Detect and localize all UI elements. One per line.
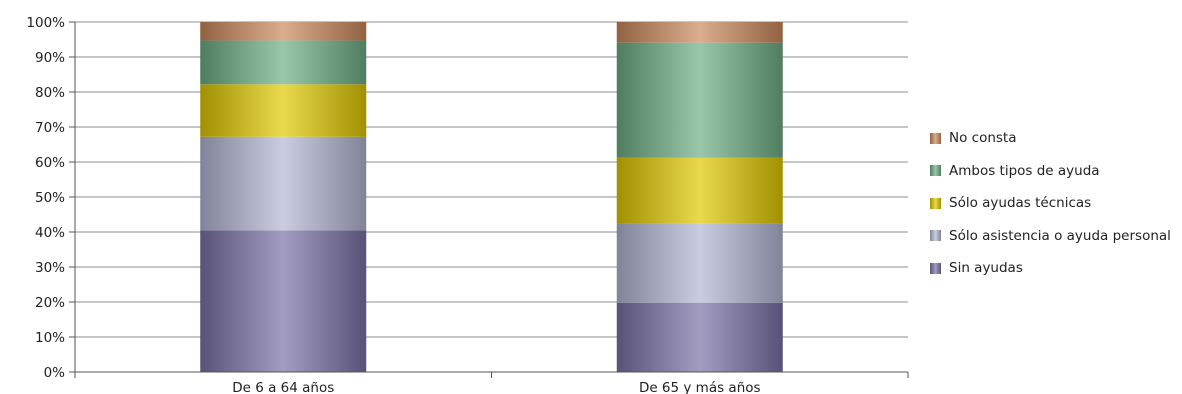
y-tick-label: 70% (35, 120, 65, 136)
bars (200, 22, 783, 372)
legend-swatch (930, 165, 941, 177)
legend-label: Sólo asistencia o ayuda personal (949, 227, 1171, 244)
bar-segment-1-cat-1 (200, 230, 367, 372)
y-tick-label: 50% (35, 190, 65, 206)
bar-segment-5-cat-1 (200, 22, 367, 41)
y-tick-labels: 0% 10% 20% 30% 40% 50% 60% 70% 80% 90% 100% (26, 15, 65, 381)
bar-segment-3-cat-2 (616, 157, 783, 224)
bar-segment-4-cat-1 (200, 40, 367, 85)
x-tick-label: De 6 a 64 años (232, 380, 334, 394)
bar-segment-4-cat-2 (616, 42, 783, 158)
legend: No consta Ambos tipos de ayuda Sólo ayudas… (930, 122, 1180, 285)
legend-item: Sin ayudas (930, 252, 1180, 285)
legend-item: No consta (930, 122, 1180, 155)
y-tick-label: 30% (35, 260, 65, 276)
bar-segment-2-cat-1 (200, 136, 367, 231)
x-tick-label: De 65 y más años (639, 380, 761, 394)
bar-segment-3-cat-1 (200, 84, 367, 137)
axes (69, 21, 909, 378)
legend-swatch (930, 262, 941, 274)
legend-swatch (930, 197, 941, 209)
legend-swatch (930, 132, 941, 144)
bar-segment-2-cat-2 (616, 223, 783, 303)
bar-segment-5-cat-2 (616, 22, 783, 43)
y-tick-label: 100% (26, 15, 65, 31)
y-tick-label: 20% (35, 295, 65, 311)
legend-label: Sólo ayudas técnicas (949, 195, 1092, 212)
bar-segment-1-cat-2 (616, 302, 783, 372)
legend-item: Sólo ayudas técnicas (930, 187, 1180, 220)
legend-swatch (930, 230, 941, 242)
y-tick-label: 40% (35, 225, 65, 241)
y-tick-label: 60% (35, 155, 65, 171)
legend-label: Ambos tipos de ayuda (949, 162, 1100, 179)
y-tick-label: 0% (44, 365, 66, 381)
y-tick-label: 90% (35, 50, 65, 66)
x-tick-labels: De 6 a 64 años De 65 y más años (232, 380, 760, 394)
legend-item: Sólo asistencia o ayuda personal (930, 220, 1180, 253)
y-tick-label: 80% (35, 85, 65, 101)
legend-label: Sin ayudas (949, 260, 1023, 277)
legend-item: Ambos tipos de ayuda (930, 155, 1180, 188)
gridlines (75, 21, 908, 338)
legend-label: No consta (949, 130, 1017, 147)
y-tick-label: 10% (35, 330, 65, 346)
